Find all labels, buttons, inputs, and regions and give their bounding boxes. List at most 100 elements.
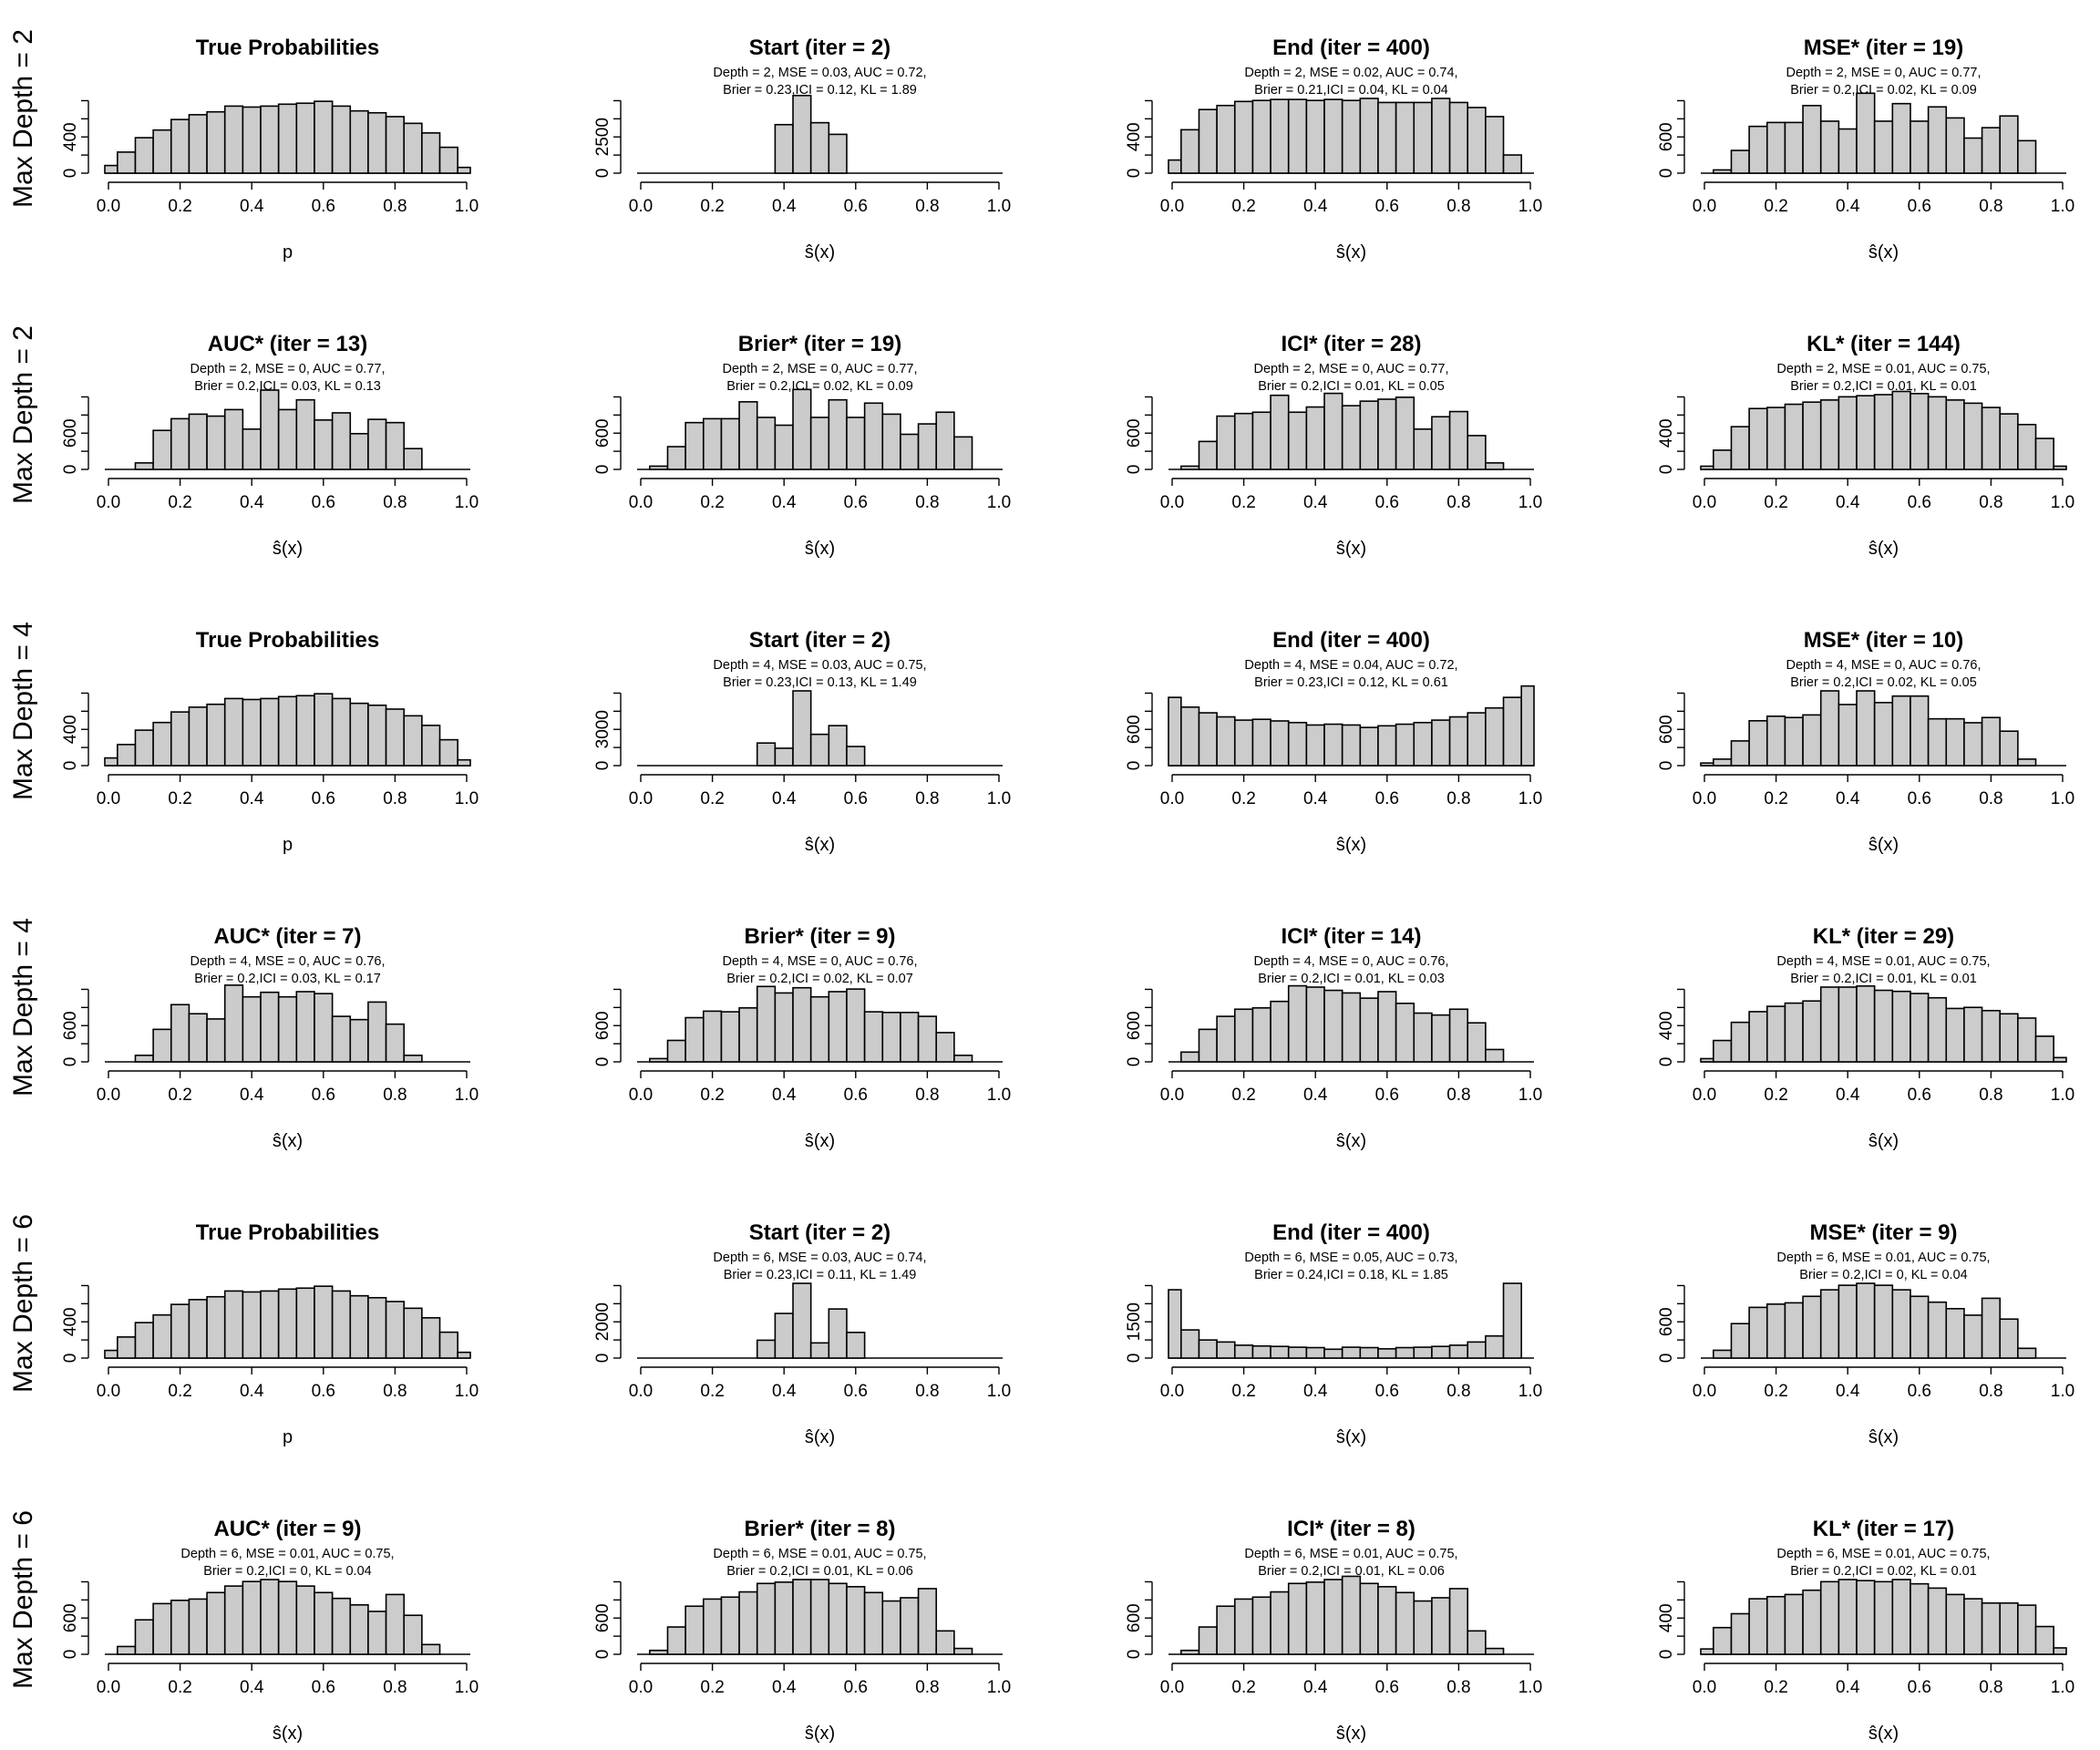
y-tick-label: 0 <box>1125 1650 1144 1660</box>
histogram-bar <box>1341 405 1362 470</box>
histogram-bar <box>1431 416 1451 470</box>
histogram-bar <box>117 151 137 174</box>
histogram-bar <box>438 146 458 174</box>
y-tick-label: 400 <box>61 122 80 151</box>
histogram-bar <box>1305 724 1325 767</box>
histogram-bar <box>1713 1626 1733 1655</box>
histogram-bar <box>314 693 334 767</box>
chart-panel-8: KL* (iter = 144) Depth = 2, MSE = 0.01, A… <box>1657 332 2074 559</box>
histogram-bar <box>809 1579 830 1655</box>
x-tick-label: 1.0 <box>2051 1382 2074 1401</box>
x-tick-label: 1.0 <box>987 1086 1011 1105</box>
histogram-bar <box>828 725 848 767</box>
histogram-bar <box>134 1619 154 1655</box>
x-tick-label: 0.8 <box>1446 1382 1470 1401</box>
histogram-bar <box>685 1016 705 1063</box>
x-tick-label: 0.8 <box>383 493 407 512</box>
histogram-bar <box>1431 1597 1451 1655</box>
histogram-bar <box>1999 1601 2019 1655</box>
histogram-bar <box>1448 101 1469 174</box>
chart-title: AUC* (iter = 9) <box>213 1517 361 1541</box>
histogram-bar <box>1856 1580 1876 1655</box>
histogram-bar <box>1713 758 1733 767</box>
chart-subtitle-line: Depth = 4, MSE = 0, AUC = 0.76, <box>1786 658 1982 673</box>
histogram-bar <box>1270 98 1290 174</box>
x-tick-label: 0.6 <box>844 1086 868 1105</box>
histogram-bar <box>881 1012 901 1063</box>
histogram-bar <box>1251 718 1271 767</box>
x-tick-label: 0.2 <box>1764 1678 1787 1697</box>
histogram-bar <box>188 1598 208 1655</box>
histogram-bar <box>1305 1581 1325 1655</box>
chart-panel-1: Max Depth = 2 True Probabilities 0 400 0.0 0.… <box>8 29 479 262</box>
histogram-bar <box>1359 726 1379 767</box>
histogram-bar <box>809 995 830 1063</box>
x-tick-label: 0.4 <box>240 197 264 216</box>
histogram-bar <box>349 109 369 174</box>
x-tick-label: 1.0 <box>987 1678 1011 1697</box>
x-tick-label: 0.0 <box>97 789 120 808</box>
histogram-bar <box>1802 1000 1822 1063</box>
histogram-bar <box>1270 1345 1290 1359</box>
histogram-bar <box>188 706 208 767</box>
y-tick-label: 2500 <box>593 118 612 156</box>
histogram-bar <box>1467 435 1487 470</box>
histogram-bar <box>1377 725 1397 767</box>
chart-subtitle-line: Depth = 4, MSE = 0.04, AUC = 0.72, <box>1244 658 1457 673</box>
histogram-bar <box>774 1581 794 1655</box>
y-tick-label: 2000 <box>593 1302 612 1341</box>
x-tick-label: 0.2 <box>168 789 191 808</box>
histogram-bar <box>206 1018 226 1063</box>
chart-subtitle-line: Depth = 2, MSE = 0, AUC = 0.77, <box>190 362 386 376</box>
histogram-bar <box>314 993 334 1063</box>
histogram-bar <box>1413 1600 1433 1655</box>
histogram-bar <box>1413 1012 1433 1063</box>
histogram-bar <box>809 121 830 174</box>
histogram-bar <box>863 402 884 470</box>
histogram-bar <box>1216 1605 1236 1655</box>
histogram-bar <box>1431 98 1451 174</box>
x-tick-label: 0.6 <box>1908 197 1931 216</box>
histogram-bar <box>314 1591 334 1655</box>
histogram-bar <box>385 1301 406 1359</box>
histogram-bar <box>792 95 812 174</box>
x-axis-label: p <box>283 835 293 855</box>
chart-subtitle-line: Brier = 0.2,ICI = 0.01, KL = 0.01 <box>1790 972 1977 986</box>
histogram-bar <box>1802 1589 1822 1655</box>
histogram-bar <box>1341 992 1362 1063</box>
x-tick-label: 0.4 <box>1303 789 1328 808</box>
histogram-bar <box>863 1591 884 1655</box>
y-tick-label: 0 <box>61 1650 80 1660</box>
x-tick-label: 0.0 <box>1693 197 1716 216</box>
histogram-bar <box>1981 127 2002 174</box>
x-tick-label: 0.6 <box>1375 1678 1399 1697</box>
row-label: Max Depth = 4 <box>8 918 38 1096</box>
histogram-bar <box>223 1290 244 1359</box>
histogram-bar <box>349 1018 369 1063</box>
histogram-bar <box>1168 1289 1182 1359</box>
y-tick-label: 400 <box>61 715 80 744</box>
x-tick-label: 0.4 <box>1836 493 1860 512</box>
x-axis-label: ŝ(x) <box>805 1131 835 1151</box>
x-tick-label: 0.2 <box>1231 1382 1255 1401</box>
histogram-bar <box>738 1590 758 1655</box>
chart-subtitle-line: Brier = 0.2,ICI = 0.02, KL = 0.07 <box>726 972 913 986</box>
histogram-bar <box>1323 723 1343 767</box>
chart-subtitle-line: Depth = 4, MSE = 0.03, AUC = 0.75, <box>713 658 926 673</box>
chart-subtitle-line: Depth = 2, MSE = 0, AUC = 0.77, <box>1254 362 1449 376</box>
histogram-bar <box>1856 92 1876 174</box>
chart-subtitle-line: Brier = 0.2,ICI = 0.02, KL = 0.09 <box>1790 83 1977 98</box>
histogram-bar <box>1963 402 1983 470</box>
histogram-bar <box>188 1299 208 1359</box>
histogram-bar <box>421 1643 441 1655</box>
histogram-bar <box>1395 1346 1415 1359</box>
histogram-bar <box>1713 1039 1733 1063</box>
histogram-bar <box>223 408 244 470</box>
histogram-bar <box>1359 1582 1379 1655</box>
histogram-bar <box>1233 100 1254 174</box>
y-tick-label: 600 <box>61 418 80 448</box>
chart-title: End (iter = 400) <box>1272 1220 1430 1245</box>
histogram-bar <box>1838 986 1858 1063</box>
x-tick-label: 0.6 <box>1375 197 1399 216</box>
histogram-bar <box>702 1010 723 1063</box>
